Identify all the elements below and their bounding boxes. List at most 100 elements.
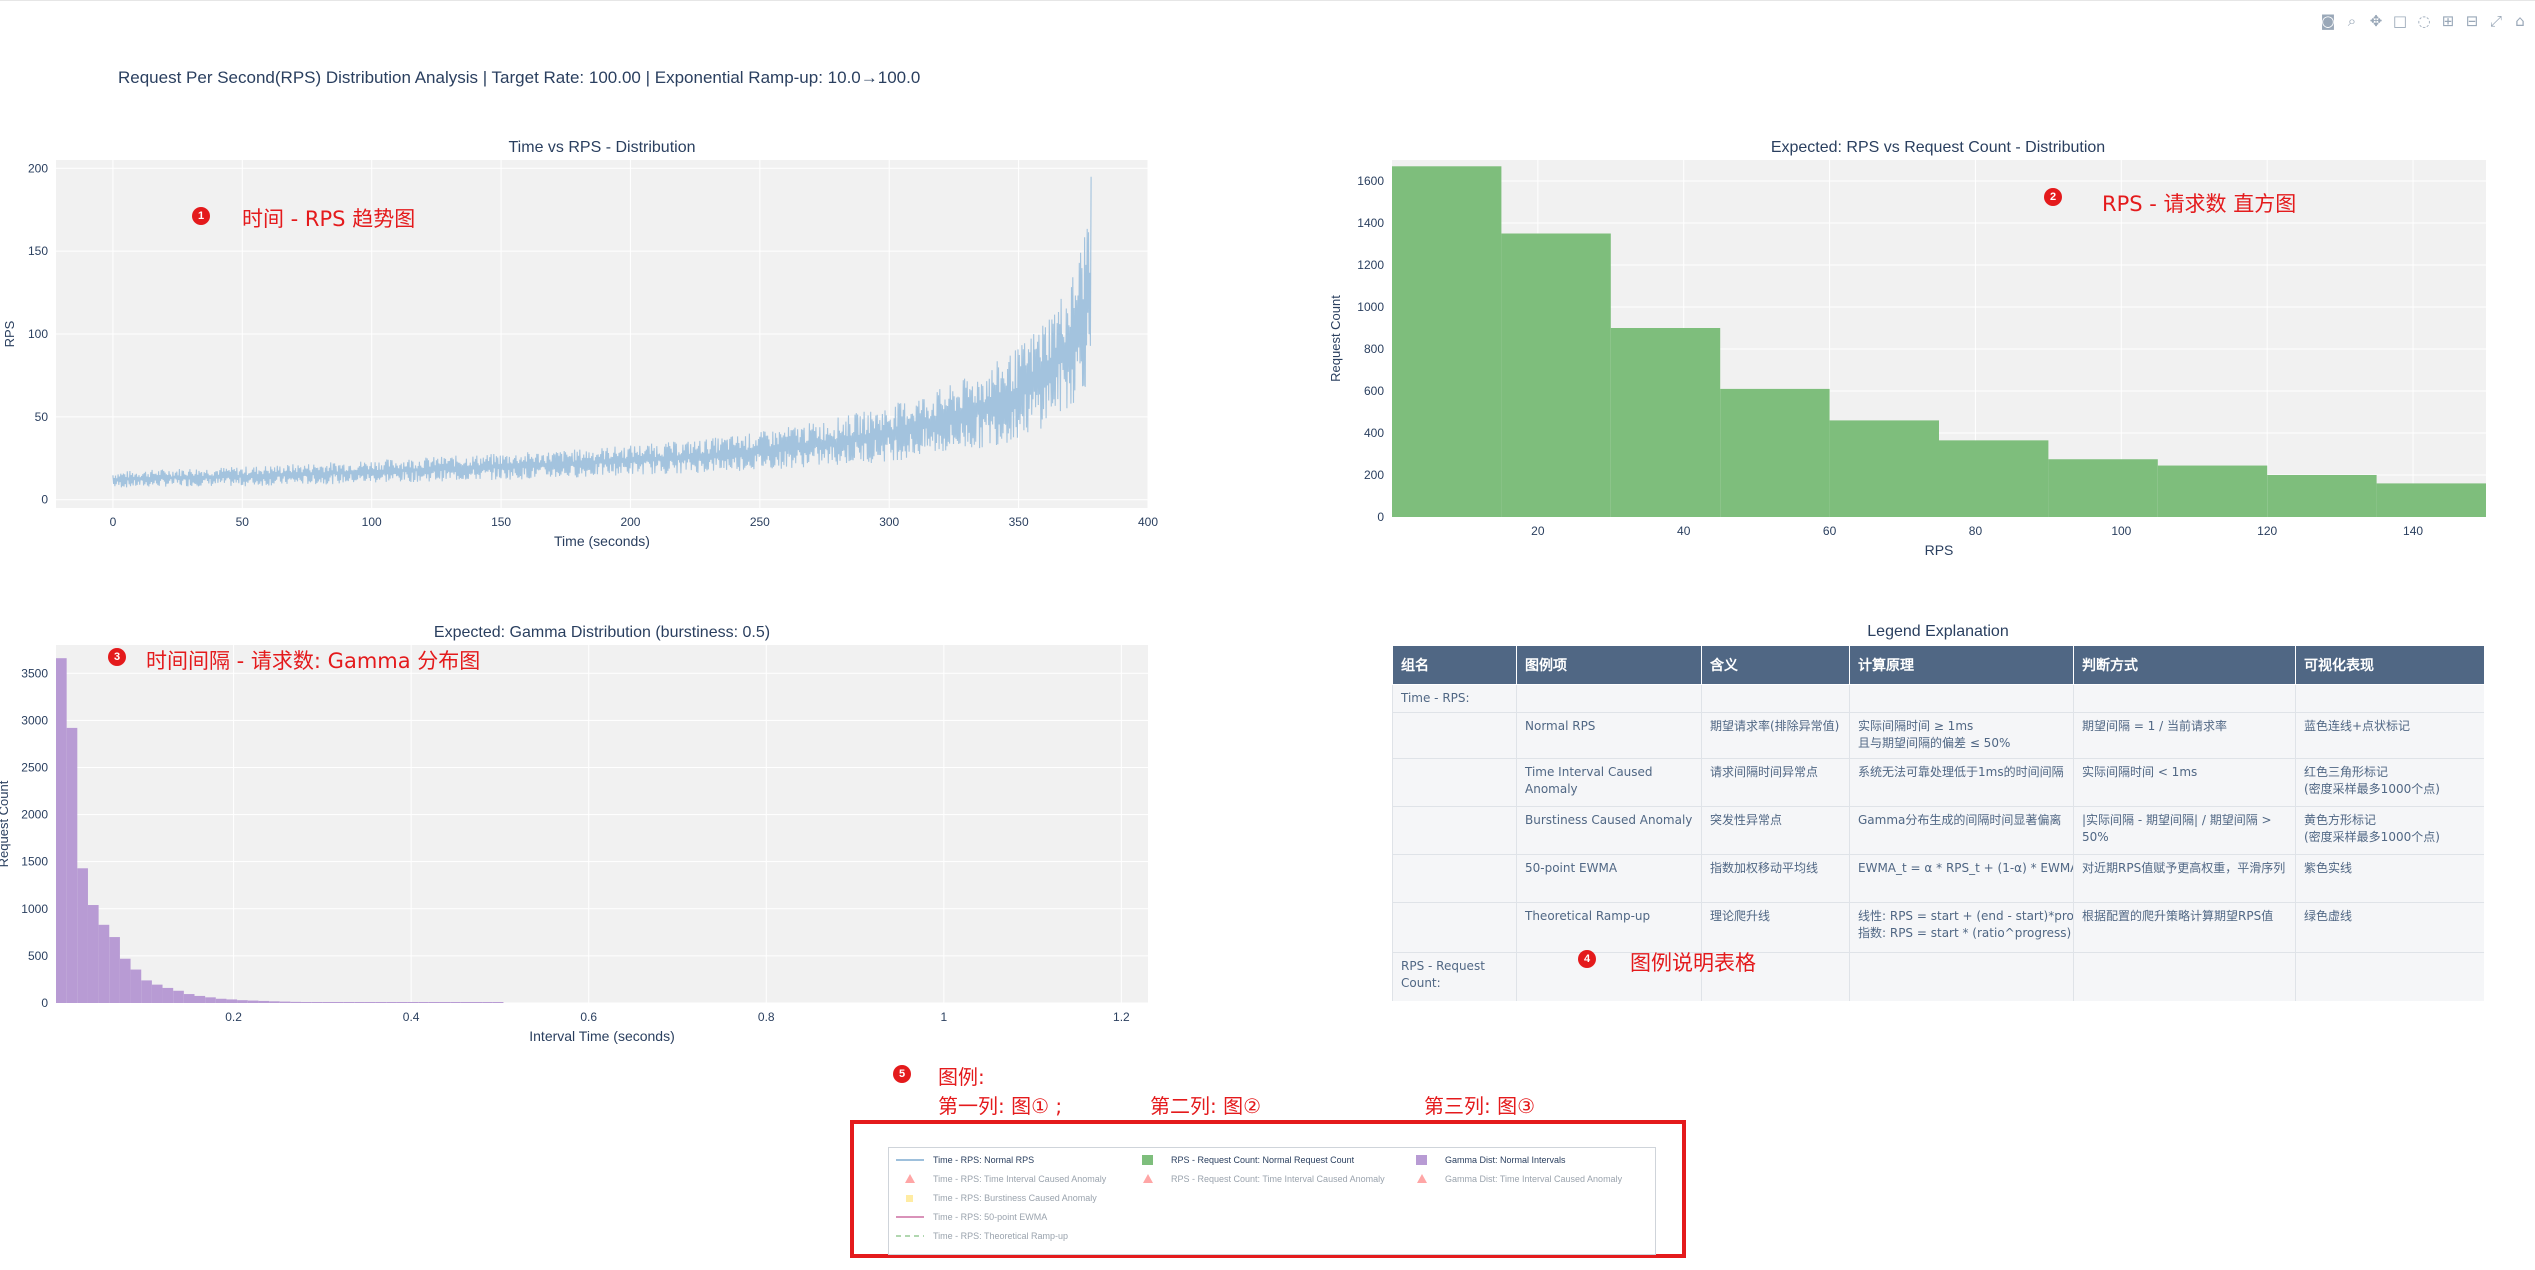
chart1-title: Time vs RPS - Distribution xyxy=(508,139,696,156)
table-cell xyxy=(2295,684,2484,713)
table-header-cell: 判断方式 xyxy=(2073,645,2296,685)
y-axis-title: Request Count xyxy=(1328,295,1343,382)
y-tick-label: 600 xyxy=(1364,384,1384,398)
y-tick-label: 2000 xyxy=(21,808,48,822)
legend-item[interactable]: RPS - Request Count: Normal Request Coun… xyxy=(1133,1154,1354,1166)
lasso-icon[interactable]: ◌ xyxy=(2417,12,2431,30)
table-cell: 系统无法可靠处理低于1ms的时间间隔 xyxy=(1849,758,2074,807)
legend-item[interactable]: RPS - Request Count: Time Interval Cause… xyxy=(1133,1173,1385,1185)
legend-table-container[interactable]: 组名 图例项 含义 计算原理 判断方式 可视化表现 Time - RPS: Normal R… xyxy=(1392,645,2484,1001)
legend-item[interactable]: Time - RPS: 50-point EWMA xyxy=(895,1211,1047,1223)
gamma-histogram-bar xyxy=(269,1001,280,1003)
gamma-histogram-bar xyxy=(87,905,99,1003)
x-tick-label: 250 xyxy=(750,515,770,529)
legend-item[interactable]: Time - RPS: Burstiness Caused Anomaly xyxy=(895,1192,1097,1204)
table-header-cell: 含义 xyxy=(1701,645,1850,685)
table-cell xyxy=(1392,712,1517,759)
zoom-out-icon[interactable]: ⊟ xyxy=(2465,12,2479,30)
gamma-histogram-bar xyxy=(77,868,88,1003)
x-tick-label: 100 xyxy=(362,515,382,529)
legend-item[interactable]: Gamma Dist: Normal Intervals xyxy=(1407,1154,1566,1166)
annotation-3-badge: 3 xyxy=(108,648,126,666)
y-tick-label: 500 xyxy=(28,949,48,963)
gamma-histogram-bar xyxy=(151,984,163,1003)
table-cell: 50-point EWMA xyxy=(1516,854,1702,903)
y-tick-label: 100 xyxy=(28,327,48,341)
table-header-cell: 可视化表现 xyxy=(2295,645,2484,685)
chart-legend[interactable]: Time - RPS: Normal RPS Time - RPS: Time I… xyxy=(888,1147,1656,1255)
gamma-histogram-bar xyxy=(109,937,120,1003)
pan-icon[interactable]: ✥ xyxy=(2369,12,2383,30)
legend-symbol-triangle xyxy=(1417,1174,1427,1183)
home-icon[interactable]: ⌂ xyxy=(2515,12,2525,30)
gamma-histogram-bar xyxy=(301,1002,312,1003)
legend-item[interactable]: Time - RPS: Time Interval Caused Anomaly xyxy=(895,1173,1106,1185)
x-tick-label: 80 xyxy=(1969,524,1983,538)
box-select-icon[interactable]: □ xyxy=(2392,12,2408,30)
table-row: Theoretical Ramp-up 理论爬升线 线性: RPS = start … xyxy=(1392,902,2484,953)
gamma-histogram-bar xyxy=(482,1002,493,1003)
y-tick-label: 0 xyxy=(1377,510,1384,524)
gamma-histogram-bar xyxy=(173,990,184,1003)
y-tick-label: 1400 xyxy=(1357,216,1384,230)
x-tick-label: 300 xyxy=(879,515,899,529)
table-cell: 理论爬升线 xyxy=(1701,902,1850,953)
rps-histogram-bar xyxy=(1829,420,1939,517)
zoom-in-icon[interactable]: ⊞ xyxy=(2441,12,2455,30)
table-cell: 期望间隔 = 1 / 当前请求率 xyxy=(2073,712,2296,759)
y-tick-label: 200 xyxy=(28,161,48,175)
legend-highlight-box xyxy=(850,1120,1686,1258)
table-cell xyxy=(1392,758,1517,807)
gamma-histogram-bar xyxy=(119,958,131,1003)
zoom-icon[interactable]: ⌕ xyxy=(2347,12,2357,30)
gamma-histogram-bar xyxy=(162,987,174,1003)
table-row: RPS - Request Count: xyxy=(1392,952,2484,1001)
gamma-histogram-bar xyxy=(183,994,195,1003)
legend-triangle-mark xyxy=(1417,1174,1427,1183)
table-header-cell: 图例项 xyxy=(1516,645,1702,685)
legend-label: Time - RPS: Theoretical Ramp-up xyxy=(933,1231,1069,1241)
x-tick-label: 200 xyxy=(620,515,640,529)
x-tick-label: 100 xyxy=(2111,524,2131,538)
table-cell xyxy=(1392,854,1517,903)
legend-item[interactable]: Time - RPS: Normal RPS xyxy=(895,1154,1034,1166)
x-tick-label: 0.6 xyxy=(580,1010,597,1024)
y-tick-label: 0 xyxy=(41,996,48,1010)
legend-label: Gamma Dist: Time Interval Caused Anomaly xyxy=(1445,1174,1623,1184)
x-axis-title: Time (seconds) xyxy=(554,533,650,549)
legend-item[interactable]: Time - RPS: Theoretical Ramp-up xyxy=(895,1230,1068,1242)
x-tick-label: 120 xyxy=(2257,524,2277,538)
legend-label: Gamma Dist: Normal Intervals xyxy=(1445,1155,1566,1165)
camera-icon[interactable]: ◙ xyxy=(2320,12,2336,30)
legend-square-mark xyxy=(906,1195,913,1202)
x-tick-label: 1.2 xyxy=(1113,1010,1130,1024)
x-tick-label: 20 xyxy=(1531,524,1545,538)
gamma-histogram-bar xyxy=(98,924,110,1003)
legend-label: Time - RPS: 50-point EWMA xyxy=(933,1212,1048,1222)
legend-item[interactable]: Gamma Dist: Time Interval Caused Anomaly xyxy=(1407,1173,1622,1185)
table-cell xyxy=(2073,684,2296,713)
legend-table-title: Legend Explanation xyxy=(1867,623,2009,640)
time-rps-chart[interactable]: 0 50 100 150 200 0 50 100 150 200 250 300 350 400 Time… xyxy=(0,150,1170,570)
table-cell: EWMA_t = α * RPS_t + (1-α) * EWMA_{t-1} xyxy=(1849,854,2074,903)
rps-histogram-bar xyxy=(1939,440,2049,517)
y-tick-label: 1600 xyxy=(1357,174,1384,188)
table-cell: |实际间隔 - 期望间隔| / 期望间隔 > 50% xyxy=(2073,806,2296,855)
table-cell: RPS - Request Count: xyxy=(1392,952,1517,1001)
annotation-3-text: 时间间隔 - 请求数: Gamma 分布图 xyxy=(146,649,481,673)
table-cell: 红色三角形标记 (密度采样最多1000个点) xyxy=(2295,758,2484,807)
gamma-histogram-bar xyxy=(247,1000,259,1003)
plot-area xyxy=(56,645,1148,1003)
x-tick-label: 0.8 xyxy=(758,1010,775,1024)
gamma-histogram-bar xyxy=(237,1000,248,1003)
y-axis-title: RPS xyxy=(2,320,17,347)
y-tick-label: 800 xyxy=(1364,342,1384,356)
gamma-histogram-chart[interactable]: 0 500 1000 1500 2000 2500 3000 3500 0.2 0.4 0.6 0.8… xyxy=(0,635,1170,1055)
y-tick-label: 1000 xyxy=(1357,300,1384,314)
rps-histogram-bar xyxy=(1501,233,1611,517)
gamma-histogram-bar xyxy=(322,1002,333,1003)
rps-histogram-chart[interactable]: 0 200 400 600 800 1000 1200 1400 1600 20 40 60 80 100… xyxy=(1310,150,2535,570)
table-cell xyxy=(1701,684,1850,713)
autoscale-icon[interactable]: ⤢ xyxy=(2489,12,2502,30)
y-tick-label: 50 xyxy=(35,410,49,424)
